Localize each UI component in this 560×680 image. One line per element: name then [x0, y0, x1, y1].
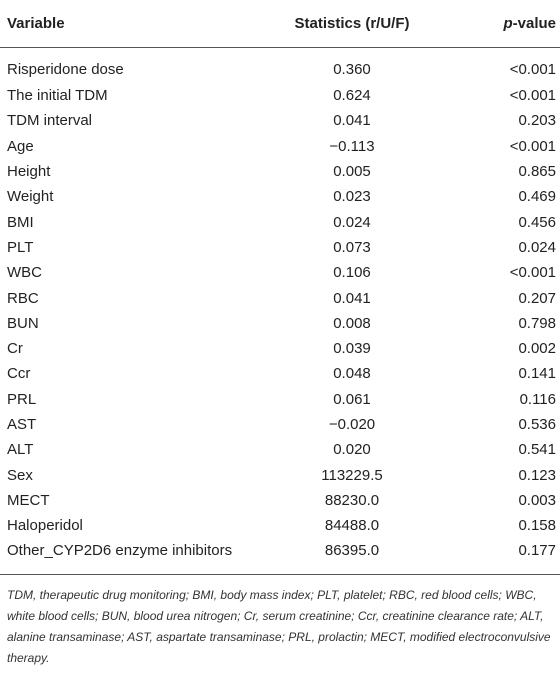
table-row: ALT 0.020 0.541 — [0, 437, 560, 462]
table-row: Weight 0.023 0.469 — [0, 184, 560, 209]
table-row: TDM interval 0.041 0.203 — [0, 108, 560, 133]
table-row: AST −0.020 0.536 — [0, 412, 560, 437]
row-statistic: 0.041 — [333, 112, 371, 130]
table-row: BMI 0.024 0.456 — [0, 209, 560, 234]
table-row: The initial TDM 0.624 <0.001 — [0, 83, 560, 108]
row-variable: Sex — [7, 466, 33, 484]
row-statistic: 84488.0 — [324, 517, 380, 535]
row-variable: BMI — [7, 213, 34, 231]
row-p-value: 0.865 — [518, 163, 556, 181]
table-row: Other_CYP2D6 enzyme inhibitors 86395.0 0.1… — [0, 538, 560, 576]
row-statistic: 0.023 — [333, 188, 371, 206]
row-statistic: 0.020 — [333, 441, 371, 459]
table-footnote: TDM, therapeutic drug monitoring; BMI, b… — [7, 588, 551, 666]
table-header: Variable Statistics (r/U/F) p-value — [0, 0, 560, 48]
header-p-suffix: -value — [512, 15, 556, 32]
row-statistic: 86395.0 — [272, 538, 432, 576]
row-variable: TDM interval — [7, 112, 93, 130]
row-variable: Weight — [7, 188, 54, 206]
row-statistic: 113229.5 — [321, 466, 383, 484]
row-p-value: 0.116 — [519, 390, 556, 408]
table-row: BUN 0.008 0.798 — [0, 311, 560, 336]
table-row: Risperidone dose 0.360 <0.001 — [0, 48, 560, 84]
row-statistic: 0.024 — [333, 213, 371, 231]
row-variable: Other_CYP2D6 enzyme inhibitors — [0, 538, 272, 576]
table-body: Risperidone dose 0.360 <0.001 The initial T… — [0, 48, 560, 576]
row-statistic: 0.005 — [333, 163, 371, 181]
table-row: PLT 0.073 0.024 — [0, 235, 560, 260]
table-row: Haloperidol 84488.0 0.158 — [0, 513, 560, 538]
row-variable: PLT — [7, 238, 34, 256]
row-p-value: <0.001 — [509, 137, 556, 155]
table-row: Cr 0.039 0.002 — [0, 336, 560, 361]
row-statistic: 0.073 — [333, 238, 371, 256]
header-p-value: p-value — [432, 0, 560, 48]
row-variable: RBC — [7, 289, 39, 307]
row-statistic: 0.039 — [333, 340, 371, 358]
row-variable: Ccr — [7, 365, 31, 383]
row-variable: AST — [7, 416, 37, 433]
row-p-value: 0.177 — [432, 538, 560, 576]
table-row: PRL 0.061 0.116 — [0, 387, 560, 412]
table-row: Height 0.005 0.865 — [0, 159, 560, 184]
header-p-italic: p — [503, 15, 513, 32]
row-statistic: −0.113 — [329, 137, 375, 155]
row-variable: Cr — [7, 340, 23, 358]
row-p-value: <0.001 — [509, 264, 556, 282]
row-variable: BUN — [7, 314, 39, 332]
row-p-value: <0.001 — [509, 87, 556, 105]
row-statistic: 0.041 — [333, 289, 371, 307]
table-row: RBC 0.041 0.207 — [0, 285, 560, 310]
row-p-value: 0.798 — [518, 314, 556, 332]
row-statistic: −0.020 — [328, 416, 376, 433]
table-row: Age −0.113 <0.001 — [0, 134, 560, 159]
row-p-value: 0.207 — [518, 289, 556, 307]
row-p-value: <0.001 — [509, 61, 556, 78]
table-row: WBC 0.106 <0.001 — [0, 260, 560, 285]
row-variable: ALT — [7, 441, 34, 459]
row-variable: Haloperidol — [7, 517, 83, 535]
row-variable: WBC — [7, 264, 42, 282]
header-statistics: Statistics (r/U/F) — [272, 0, 432, 48]
header-row: Variable Statistics (r/U/F) p-value — [0, 0, 560, 48]
results-table: Variable Statistics (r/U/F) p-value Risp… — [0, 0, 560, 576]
table-row: Sex 113229.5 0.123 — [0, 462, 560, 487]
row-variable: Age — [7, 137, 34, 155]
row-variable: Risperidone dose — [7, 61, 124, 78]
row-p-value: 0.536 — [518, 416, 556, 433]
row-statistic: 0.106 — [333, 264, 371, 282]
row-statistic: 0.624 — [333, 87, 371, 105]
table-row: MECT 88230.0 0.003 — [0, 488, 560, 513]
row-p-value: 0.024 — [518, 238, 556, 256]
header-variable: Variable — [0, 0, 272, 48]
row-statistic: 88230.0 — [324, 491, 380, 509]
row-p-value: 0.158 — [518, 517, 556, 535]
row-statistic: 0.008 — [333, 314, 371, 332]
row-statistic: 0.360 — [333, 61, 371, 78]
row-p-value: 0.003 — [518, 491, 556, 509]
row-p-value: 0.541 — [518, 441, 556, 459]
row-statistic: 0.048 — [333, 365, 371, 383]
row-p-value: 0.469 — [518, 188, 556, 206]
row-p-value: 0.123 — [518, 466, 556, 484]
row-statistic: 0.061 — [333, 390, 371, 408]
row-p-value: 0.203 — [518, 112, 556, 130]
row-p-value: 0.141 — [518, 365, 556, 383]
row-variable: Height — [7, 163, 51, 181]
row-variable: The initial TDM — [7, 87, 108, 105]
row-p-value: 0.002 — [518, 340, 556, 358]
row-variable: MECT — [7, 491, 50, 509]
row-p-value: 0.456 — [518, 213, 556, 231]
row-variable: PRL — [7, 390, 37, 408]
table-row: Ccr 0.048 0.141 — [0, 361, 560, 386]
